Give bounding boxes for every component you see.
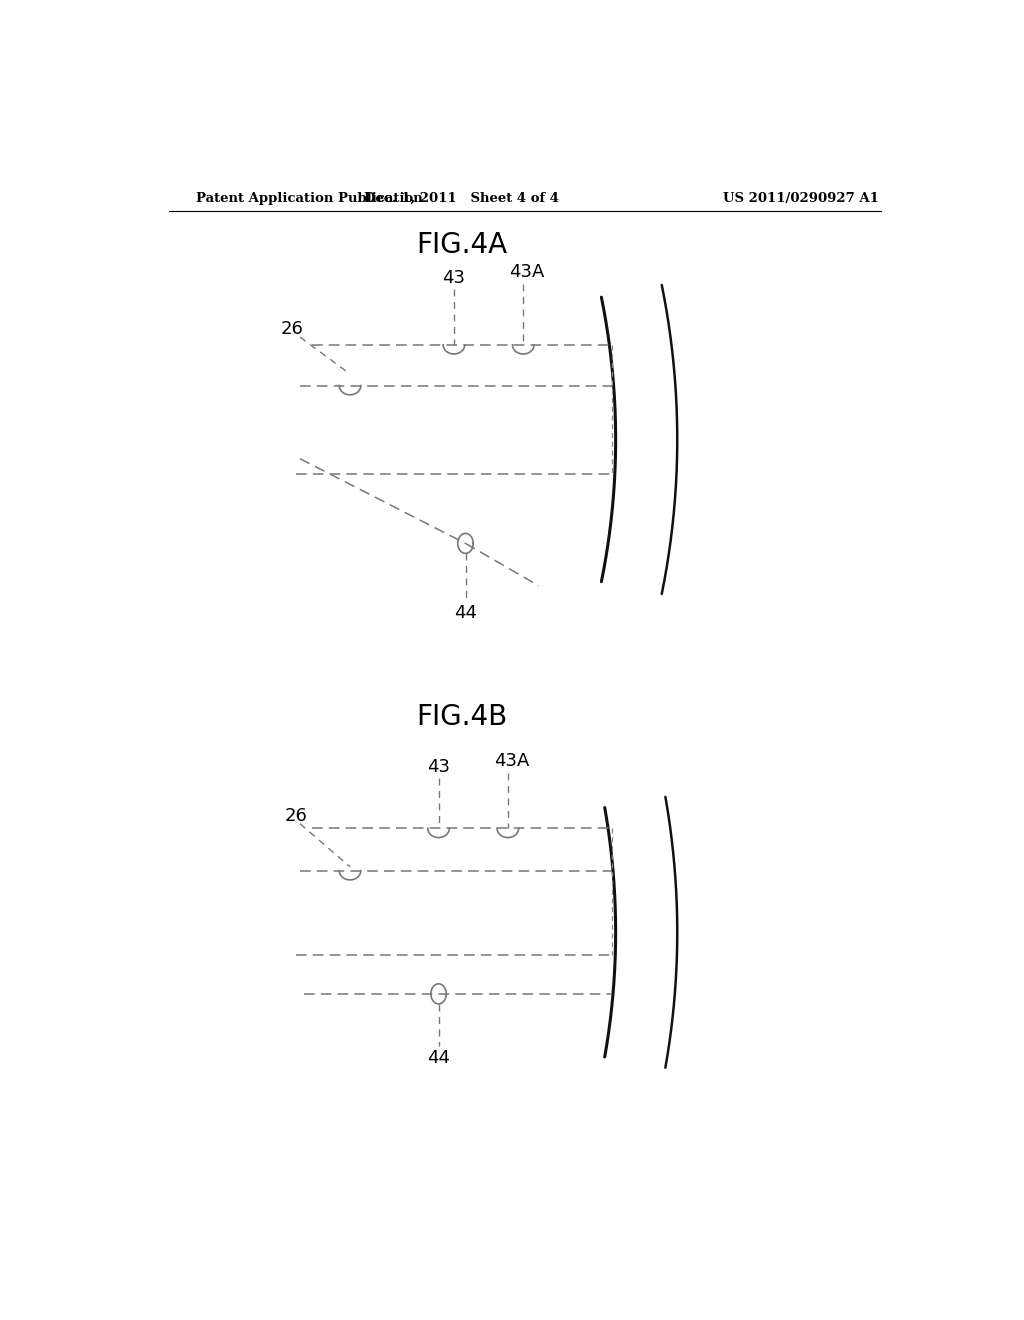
Text: Patent Application Publication: Patent Application Publication <box>196 191 423 205</box>
Text: Dec. 1, 2011   Sheet 4 of 4: Dec. 1, 2011 Sheet 4 of 4 <box>365 191 559 205</box>
Text: 44: 44 <box>454 603 477 622</box>
Text: 26: 26 <box>281 321 304 338</box>
Text: 44: 44 <box>427 1049 451 1067</box>
Text: 26: 26 <box>285 807 307 825</box>
Text: 43A: 43A <box>509 264 545 281</box>
Text: 43: 43 <box>442 269 466 286</box>
Text: FIG.4A: FIG.4A <box>416 231 507 259</box>
Text: 43A: 43A <box>494 752 529 771</box>
Text: FIG.4B: FIG.4B <box>416 702 507 731</box>
Text: US 2011/0290927 A1: US 2011/0290927 A1 <box>723 191 879 205</box>
Text: 43: 43 <box>427 758 451 776</box>
